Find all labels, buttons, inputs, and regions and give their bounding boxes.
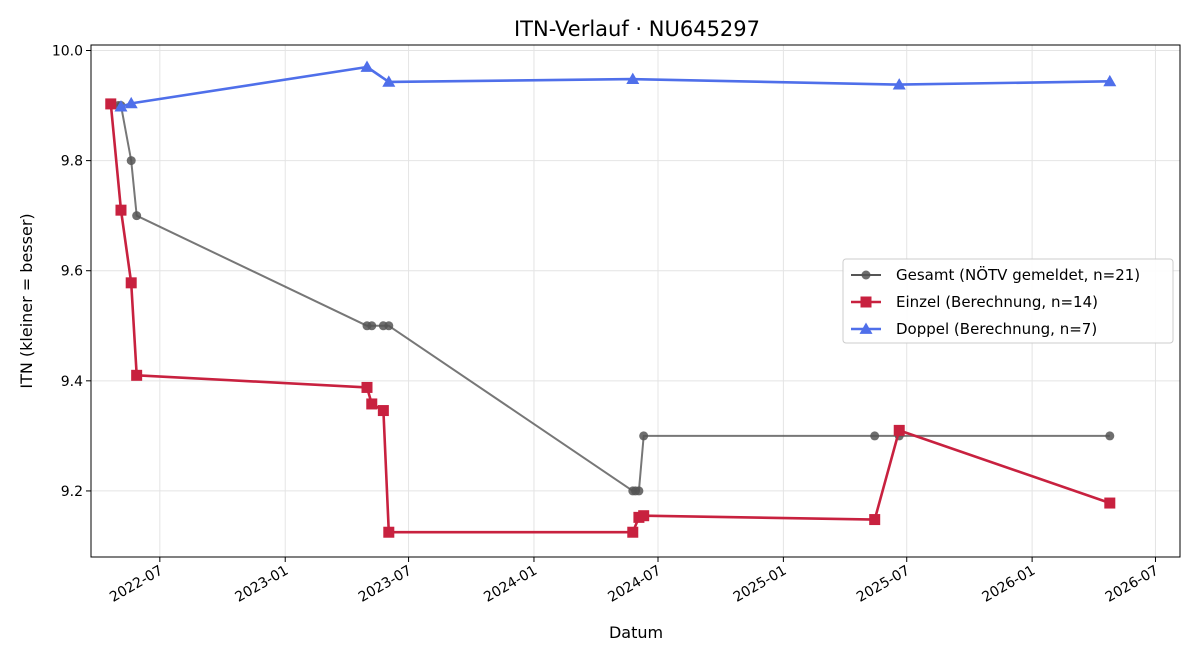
data-point <box>132 211 142 221</box>
data-point <box>367 321 377 331</box>
data-point <box>1104 497 1116 509</box>
series-layer <box>105 60 1117 538</box>
data-point <box>892 78 906 90</box>
x-tick-label: 2022-07 <box>107 563 166 606</box>
legend-label: Doppel (Berechnung, n=7) <box>896 320 1097 338</box>
series-triangle <box>114 60 1117 112</box>
data-point <box>361 381 373 393</box>
data-point <box>377 405 389 417</box>
legend-marker <box>861 270 871 280</box>
data-point <box>384 321 394 331</box>
legend-entry: Gesamt (NÖTV gemeldet, n=21) <box>851 265 1140 284</box>
data-point <box>626 72 640 85</box>
data-point <box>870 431 880 441</box>
data-point <box>124 96 138 109</box>
data-point <box>869 514 881 526</box>
data-point <box>1103 74 1117 87</box>
grid-lines <box>91 45 1180 557</box>
data-point <box>360 60 374 72</box>
legend-box <box>842 258 1174 344</box>
legend: Gesamt (NÖTV gemeldet, n=21) Einzel (Bere… <box>842 258 1174 344</box>
chart-title: ITN-Verlauf · NU645297 <box>514 17 760 41</box>
legend-label: Einzel (Berechnung, n=14) <box>896 293 1098 311</box>
x-tick-label: 2026-01 <box>979 563 1038 606</box>
data-point <box>105 98 117 110</box>
legend-marker <box>860 296 872 308</box>
data-point <box>639 431 649 441</box>
legend-entry: Doppel (Berechnung, n=7) <box>851 320 1097 338</box>
y-tick-label: 9.6 <box>61 264 83 280</box>
x-tick-label: 2024-07 <box>605 563 664 606</box>
x-tick-label: 2026-07 <box>1103 563 1162 606</box>
series-line <box>120 65 1110 108</box>
y-tick-label: 9.2 <box>61 484 83 500</box>
x-tick-label: 2025-01 <box>731 563 790 606</box>
x-tick-label: 2025-07 <box>854 563 913 606</box>
data-point <box>131 369 143 381</box>
y-tick-label: 9.4 <box>61 374 83 390</box>
data-point <box>383 526 395 538</box>
legend-entry: Einzel (Berechnung, n=14) <box>851 293 1098 311</box>
data-point <box>382 75 396 87</box>
legend-label: Gesamt (NÖTV gemeldet, n=21) <box>896 265 1140 284</box>
series-line <box>109 103 1111 534</box>
data-point <box>627 526 639 538</box>
data-point <box>126 156 136 166</box>
x-tick-label: 2023-01 <box>233 563 292 606</box>
x-axis-ticks: 2022-07 2023-01 2023-07 2024-01 2024-07 2025-… <box>107 557 1161 606</box>
data-point <box>893 424 905 436</box>
series-square <box>105 98 1116 538</box>
data-point <box>366 398 378 410</box>
data-point <box>115 204 127 216</box>
data-point <box>114 100 128 112</box>
x-tick-label: 2023-07 <box>356 563 415 606</box>
data-point <box>638 510 650 522</box>
legend-marker <box>859 322 873 334</box>
data-point <box>634 486 644 496</box>
y-axis-ticks: 9.2 9.4 9.6 9.8 10.0 <box>52 44 91 500</box>
data-point <box>1105 431 1115 441</box>
data-point <box>125 277 137 289</box>
y-axis-title: ITN (kleiner = besser) <box>17 213 36 388</box>
plot-frame <box>90 44 1181 558</box>
x-tick-label: 2024-01 <box>481 563 540 606</box>
y-tick-label: 10.0 <box>52 44 83 60</box>
x-axis-title: Datum <box>609 623 663 642</box>
y-tick-label: 9.8 <box>61 154 83 170</box>
